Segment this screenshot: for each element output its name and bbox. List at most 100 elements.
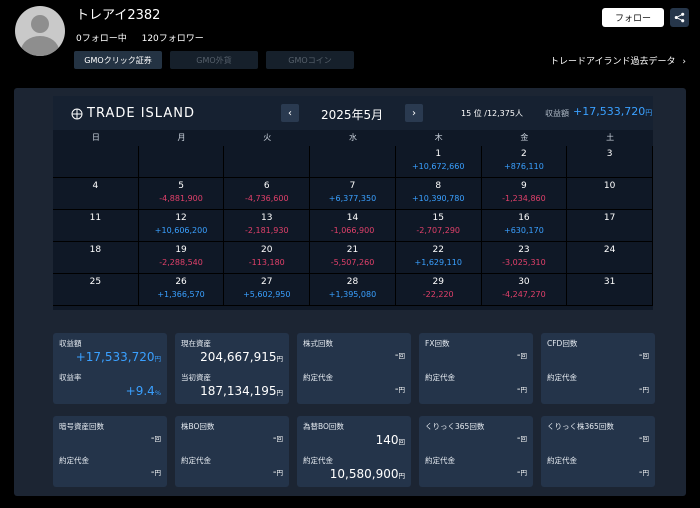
calendar-day-cell[interactable]: 9 -1,234,860 <box>481 178 568 210</box>
amount-label: 約定代金 <box>59 456 89 465</box>
count-value: -回 <box>517 433 527 444</box>
calendar-day-cell[interactable]: 31 <box>567 274 653 306</box>
calendar-day-cell[interactable]: 13 -2,181,930 <box>224 210 311 242</box>
count-label: 暗号資産回数 <box>59 422 104 431</box>
calendar-day-cell[interactable]: 4 <box>53 178 139 210</box>
following-count[interactable]: 0フォロー中 <box>76 34 127 44</box>
calendar-day-cell[interactable]: 2 +876,110 <box>481 146 568 178</box>
day-number: 15 <box>432 213 444 223</box>
calendar-day-cell[interactable]: 7 +6,377,350 <box>310 178 396 210</box>
calendar-day-cell[interactable]: 14 -1,066,900 <box>310 210 396 242</box>
calendar-day-cell[interactable]: 27 +5,602,950 <box>224 274 311 306</box>
tab-gmo-gaika[interactable]: GMO外貨 <box>170 51 258 69</box>
count-unit: 回 <box>520 352 528 360</box>
count-value: -回 <box>639 433 649 444</box>
calendar-day-cell[interactable]: 26 +1,366,570 <box>138 274 225 306</box>
share-button[interactable] <box>670 8 689 27</box>
tab-gmo-click[interactable]: GMOクリック証券 <box>74 51 162 69</box>
current-assets-value: 204,667,915円 <box>200 350 283 364</box>
avatar[interactable] <box>15 6 65 56</box>
amount-label: 約定代金 <box>303 456 333 465</box>
click365-card: くりっく365回数 -回 約定代金 -円 <box>419 416 533 487</box>
day-profit: -3,025,310 <box>502 258 546 267</box>
day-profit: -113,180 <box>248 258 285 267</box>
calendar-day-cell[interactable]: 5 -4,881,900 <box>138 178 225 210</box>
amount-number: - <box>394 384 399 395</box>
prev-month-button[interactable]: ‹ <box>281 104 299 122</box>
calendar-day-cell[interactable]: 8 +10,390,780 <box>395 178 482 210</box>
fx-bo-card: 為替BO回数 140回 約定代金 10,580,900円 <box>297 416 411 487</box>
day-number: 28 <box>346 277 359 287</box>
day-number: 7 <box>349 181 356 191</box>
current-month: 2025年5月 <box>321 108 384 122</box>
day-profit: -4,881,900 <box>159 194 203 203</box>
day-number: 12 <box>175 213 187 223</box>
calendar-day-cell[interactable]: 6 -4,736,600 <box>224 178 311 210</box>
calendar-day-cell[interactable]: 1 +10,672,660 <box>395 146 482 178</box>
day-profit: -4,247,270 <box>502 290 546 299</box>
day-number: 24 <box>603 245 616 255</box>
initial-assets-number: 187,134,195 <box>200 384 277 398</box>
amount-number: 10,580,900 <box>329 467 399 481</box>
calendar-day-cell[interactable]: 3 <box>567 146 653 178</box>
day-profit: -2,707,290 <box>416 226 460 235</box>
calendar-day-cell[interactable]: 20 -113,180 <box>224 242 311 274</box>
calendar-day-cell[interactable]: 17 <box>567 210 653 242</box>
count-label: 為替BO回数 <box>303 422 344 431</box>
day-number: 2 <box>521 149 527 159</box>
profit-total-value: +17,533,720 <box>573 105 646 118</box>
island-logo-icon <box>71 108 83 119</box>
calendar-day-cell[interactable]: 24 <box>567 242 653 274</box>
count-value: -回 <box>151 433 161 444</box>
calendar-day-cell[interactable]: 18 <box>53 242 139 274</box>
calendar-day-cell[interactable]: 12 +10,606,200 <box>138 210 225 242</box>
profit-rate-number: +9.4 <box>125 384 155 398</box>
calendar-day-cell[interactable]: 10 <box>567 178 653 210</box>
amount-unit: 円 <box>520 386 528 394</box>
amount-number: - <box>272 467 277 478</box>
calendar-day-cell[interactable]: 11 <box>53 210 139 242</box>
calendar-day-cell <box>224 146 311 178</box>
followers-count[interactable]: 120フォロワー <box>141 34 204 44</box>
ranking: 15 位 /12,375人 <box>461 109 523 118</box>
past-data-link[interactable]: トレードアイランド過去データ › <box>550 54 686 67</box>
calendar-header: TRADE ISLAND ‹ 2025年5月 › 15 位 /12,375人 収… <box>53 96 653 130</box>
profit-calendar: TRADE ISLAND ‹ 2025年5月 › 15 位 /12,375人 収… <box>53 96 653 310</box>
calendar-day-cell[interactable]: 30 -4,247,270 <box>481 274 568 306</box>
calendar-day-cell[interactable]: 19 -2,288,540 <box>138 242 225 274</box>
calendar-day-cell[interactable]: 21 -5,507,260 <box>310 242 396 274</box>
calendar-day-cell[interactable]: 28 +1,395,080 <box>310 274 396 306</box>
next-month-button[interactable]: › <box>405 104 423 122</box>
count-unit: 回 <box>154 435 162 443</box>
calendar-day-cell[interactable]: 23 -3,025,310 <box>481 242 568 274</box>
weekday-label: 木 <box>434 133 443 142</box>
calendar-day-cell[interactable]: 16 +630,170 <box>481 210 568 242</box>
stock-bo-card: 株BO回数 -回 約定代金 -円 <box>175 416 289 487</box>
amount-value: -円 <box>395 384 405 395</box>
calendar-day-cell[interactable]: 15 -2,707,290 <box>395 210 482 242</box>
current-assets-unit: 円 <box>276 355 284 363</box>
count-number: - <box>150 433 155 444</box>
calendar-day-cell[interactable]: 25 <box>53 274 139 306</box>
calendar-day-cell[interactable]: 22 +1,629,110 <box>395 242 482 274</box>
day-profit: -4,736,600 <box>244 194 289 203</box>
calendar-day-cell[interactable]: 29 -22,220 <box>395 274 482 306</box>
follow-button[interactable]: フォロー <box>602 8 664 27</box>
avatar-body <box>21 36 59 56</box>
broker-tabs: GMOクリック証券 GMO外貨 GMOコイン <box>74 51 354 69</box>
amount-value: -円 <box>639 467 649 478</box>
amount-unit: 円 <box>520 469 528 477</box>
stock-card: 株式回数 -回 約定代金 -円 <box>297 333 411 404</box>
amount-unit: 円 <box>276 469 284 477</box>
profit-card-unit: 円 <box>154 355 162 363</box>
calendar-day-cell <box>138 146 225 178</box>
day-number: 16 <box>518 213 530 223</box>
profit-total: +17,533,720円 <box>573 105 652 118</box>
logo-text: TRADE ISLAND <box>87 106 195 121</box>
amount-value: -円 <box>639 384 649 395</box>
count-unit: 回 <box>642 435 650 443</box>
weekday-label: 金 <box>520 133 529 142</box>
trade-island-logo: TRADE ISLAND <box>71 106 195 121</box>
tab-gmo-coin[interactable]: GMOコイン <box>266 51 354 69</box>
profile-header: トレアイ2382 0フォロー中 120フォロワー GMOクリック証券 GMO外貨… <box>0 0 700 86</box>
